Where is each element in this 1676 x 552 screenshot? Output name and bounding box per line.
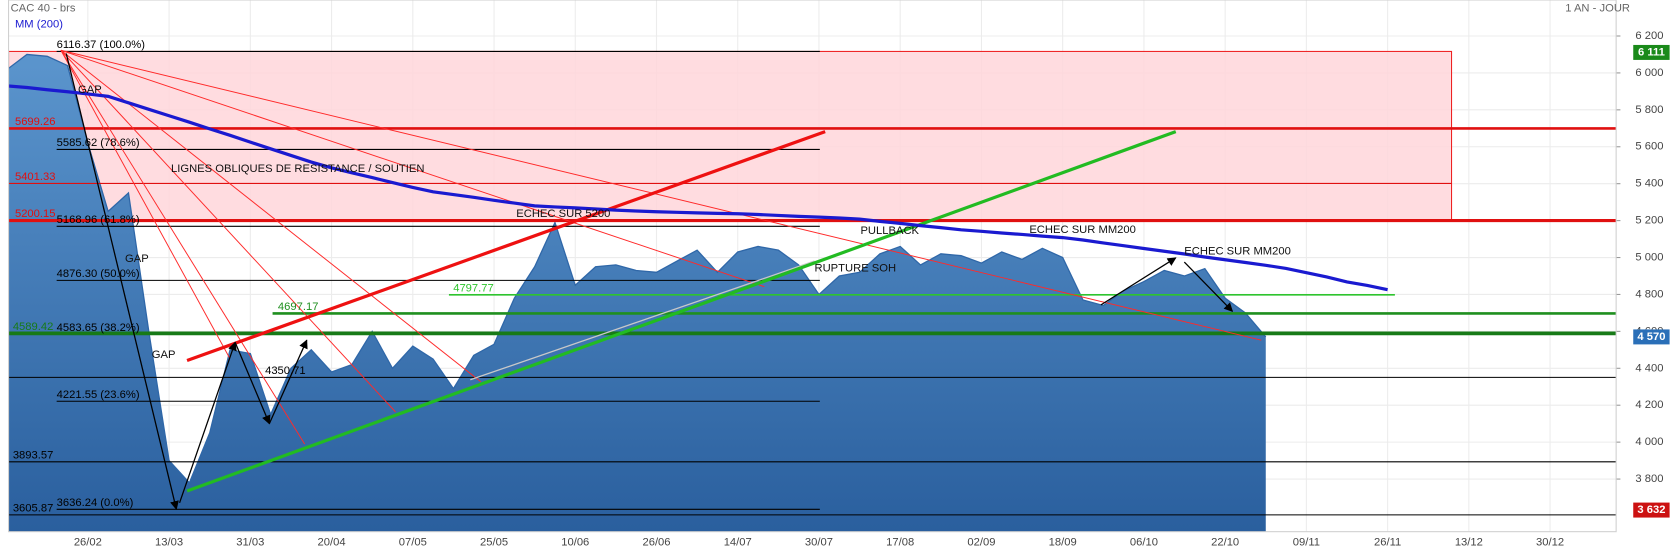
x-tick-label: 30/07 <box>805 536 833 548</box>
arrow <box>178 341 237 504</box>
fan-line <box>60 50 306 445</box>
plot-frame <box>8 0 1617 533</box>
y-tick-label: 4 400 <box>1635 362 1663 374</box>
level-label: 5585.62 (78.6%) <box>57 137 140 149</box>
x-tick-label: 02/09 <box>967 536 995 548</box>
x-tick-label: 30/12 <box>1536 536 1564 548</box>
price-area <box>8 54 1266 532</box>
annotation: GAP <box>78 84 102 96</box>
y-tick-label: 4 200 <box>1635 399 1663 411</box>
zone-layer <box>8 50 1453 222</box>
level-label: 4876.30 (50.0%) <box>57 268 140 280</box>
x-tick-label: 26/02 <box>74 536 102 548</box>
x-tick-label: 20/04 <box>318 536 346 548</box>
labels-layer: 6 200 6 000 5 800 5 600 5 400 5 200 5 000 4 800… <box>13 30 1670 548</box>
y-tick-label: 5 200 <box>1635 215 1663 227</box>
x-tick-label: 18/09 <box>1049 536 1077 548</box>
x-tick-label: 07/05 <box>399 536 427 548</box>
y-tick-label: 4 800 <box>1635 288 1663 300</box>
arrows <box>65 53 1234 511</box>
arrow <box>268 339 308 424</box>
fan-line <box>60 49 482 383</box>
trend-line <box>470 260 815 381</box>
drawings <box>60 49 1262 511</box>
level-label: 3893.57 <box>13 449 54 461</box>
fan-line <box>60 49 396 413</box>
annotation: PULLBACK <box>860 225 919 237</box>
annotation: ECHEC SUR MM200 <box>1029 224 1136 236</box>
x-tick-label: 26/06 <box>642 536 670 548</box>
level-label: 4697.17 <box>278 301 319 313</box>
arrow <box>234 342 271 425</box>
zone <box>8 50 1453 222</box>
level-label: 6116.37 (100.0%) <box>57 39 146 51</box>
level-label: 5699.26 <box>15 116 56 128</box>
annotation: GAP <box>125 253 149 265</box>
trend-line <box>186 130 826 363</box>
arrow <box>1183 261 1234 312</box>
x-tick-label: 22/10 <box>1211 536 1239 548</box>
y-tick-label: 6 200 <box>1635 30 1663 42</box>
trend-line <box>186 130 1177 493</box>
price-line <box>8 53 1267 484</box>
x-tick-label: 06/10 <box>1130 536 1158 548</box>
price-tag <box>1633 502 1670 518</box>
chart-title: CAC 40 - brs <box>11 3 76 15</box>
level-label: 3605.87 <box>13 502 54 514</box>
y-tick-label: 4 000 <box>1635 436 1663 448</box>
x-tick-label: 31/03 <box>236 536 264 548</box>
x-tick-label: 17/08 <box>886 536 914 548</box>
fan-line <box>60 50 231 359</box>
level-label: 5200.15 <box>15 208 56 220</box>
y-tick-label: 3 800 <box>1635 473 1663 485</box>
level-label: 5168.96 (61.8%) <box>57 214 140 226</box>
price-tag <box>1633 44 1670 60</box>
y-tick-label: 5 600 <box>1635 141 1663 153</box>
annotation: ECHEC SUR MM200 <box>1184 245 1291 257</box>
fan-lines <box>60 49 1262 445</box>
level-label: 4350.71 <box>265 365 306 377</box>
price-tag-label: 4 570 <box>1637 331 1665 343</box>
price-tag-label: 3 632 <box>1637 504 1665 516</box>
x-tick-label: 10/06 <box>561 536 589 548</box>
price-tag-label: 6 111 <box>1638 46 1665 58</box>
area-layer <box>8 53 1267 532</box>
period: 1 AN - JOUR <box>1565 3 1630 15</box>
arrow <box>65 53 179 511</box>
x-tick-label: 09/11 <box>1293 536 1320 548</box>
level-label: 4583.65 (38.2%) <box>57 322 140 334</box>
x-tick-label: 13/12 <box>1455 536 1483 548</box>
arrow <box>1100 257 1177 306</box>
lines-layer <box>8 84 1388 292</box>
y-tick-label: 5 400 <box>1635 178 1663 190</box>
x-tick-label: 13/03 <box>155 536 183 548</box>
annotation: RUPTURE SOH <box>814 262 896 274</box>
x-tick-label: 14/07 <box>724 536 752 548</box>
annotation: LIGNES OBLIQUES DE RESISTANCE / SOUTIEN <box>171 163 424 175</box>
level-label: 3636.24 (0.0%) <box>57 497 134 509</box>
x-tick-label: 25/05 <box>480 536 508 548</box>
y-tick-label: 5 000 <box>1635 251 1663 263</box>
legend-entry: MM (200) <box>15 19 63 31</box>
level-label: 5401.33 <box>15 171 56 183</box>
fan-line <box>60 49 1262 341</box>
price-tag <box>1633 329 1670 345</box>
level-label: 4797.77 <box>453 282 494 294</box>
fan-line <box>60 49 765 288</box>
ma-line <box>8 84 1388 292</box>
annotation: ECHEC SUR 5200 <box>516 208 610 220</box>
level-label: 4589.42 <box>13 321 54 333</box>
annotation: GAP <box>152 349 176 361</box>
y-tick-label: 6 000 <box>1635 67 1663 79</box>
x-tick-label: 26/11 <box>1374 536 1401 548</box>
level-label: 4221.55 (23.6%) <box>57 389 140 401</box>
y-tick-label: 5 800 <box>1635 104 1663 116</box>
